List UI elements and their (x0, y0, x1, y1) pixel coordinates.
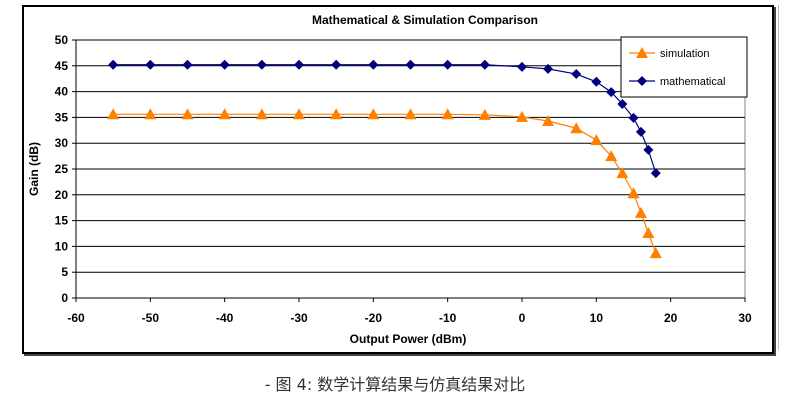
x-axis-label: Output Power (dBm) (350, 332, 467, 346)
y-tick-label: 45 (55, 59, 69, 73)
mathematical-point (331, 59, 342, 70)
x-tick-label: -10 (439, 311, 457, 325)
x-tick-label: -60 (67, 311, 85, 325)
x-tick-label: 20 (664, 311, 678, 325)
mathematical-point (628, 112, 639, 123)
figure-caption: - 图 4: 数学计算结果与仿真结果对比 (264, 375, 526, 394)
page-divider (778, 5, 779, 350)
y-tick-label: 30 (55, 136, 69, 150)
legend-marker (636, 47, 648, 58)
y-tick-label: 40 (55, 85, 69, 99)
y-tick-label: 25 (55, 162, 69, 176)
x-tick-label: -50 (142, 311, 160, 325)
simulation-point (404, 108, 417, 120)
mathematical-point (606, 87, 617, 98)
mathematical-point (442, 59, 453, 70)
mathematical-point (479, 59, 490, 70)
legend-label: mathematical (660, 76, 725, 88)
legend-marker (637, 76, 647, 86)
x-tick-label: 10 (590, 311, 604, 325)
y-tick-label: 15 (55, 214, 69, 228)
mathematical-point (108, 59, 119, 70)
y-tick-label: 5 (61, 265, 68, 279)
legend (620, 36, 748, 98)
mathematical-point (650, 168, 661, 179)
mathematical-point (405, 59, 416, 70)
y-tick-label: 35 (55, 110, 69, 124)
x-tick-label: -20 (365, 311, 383, 325)
y-axis-label: Gain (dB) (27, 142, 41, 196)
simulation-point (627, 187, 640, 199)
mathematical-point (635, 126, 646, 137)
chart-frame (22, 5, 774, 354)
simulation-point (516, 110, 528, 122)
simulation-point (542, 115, 555, 127)
simulation-point (255, 108, 268, 120)
mathematical-point (145, 59, 156, 70)
legend-label: simulation (660, 48, 710, 60)
simulation-point (616, 167, 629, 179)
x-tick-label: 0 (519, 311, 526, 325)
simulation-point (649, 247, 662, 259)
chart-title: Mathematical & Simulation Comparison (312, 13, 538, 27)
mathematical-point (256, 59, 267, 70)
simulation-point (181, 108, 194, 120)
simulation-point (367, 108, 380, 120)
mathematical-point (368, 59, 379, 70)
mathematical-point (517, 61, 527, 72)
simulation-point (590, 134, 603, 146)
mathematical-point (643, 144, 654, 155)
mathematical-point (571, 69, 582, 80)
y-tick-label: 10 (55, 239, 69, 253)
simulation-point (330, 108, 343, 120)
y-tick-label: 50 (55, 33, 69, 47)
mathematical-point (617, 98, 628, 109)
simulation-point (441, 108, 454, 120)
x-tick-label: 30 (738, 311, 752, 325)
mathematical-point (543, 63, 554, 74)
x-tick-label: -30 (290, 311, 308, 325)
simulation-point (293, 108, 305, 120)
y-tick-label: 0 (61, 291, 68, 305)
mathematical-point (219, 59, 230, 70)
simulation-point (605, 150, 618, 162)
simulation-point (478, 108, 491, 120)
simulation-point (107, 108, 120, 120)
simulation-point (570, 122, 583, 134)
mathematical-point (294, 59, 304, 70)
x-tick-label: -40 (216, 311, 234, 325)
simulation-point (218, 108, 231, 120)
mathematical-point (591, 76, 602, 87)
y-tick-label: 20 (55, 188, 69, 202)
simulation-point (642, 226, 655, 238)
simulation-point (144, 108, 157, 120)
simulation-point (634, 206, 647, 218)
mathematical-point (182, 59, 193, 70)
